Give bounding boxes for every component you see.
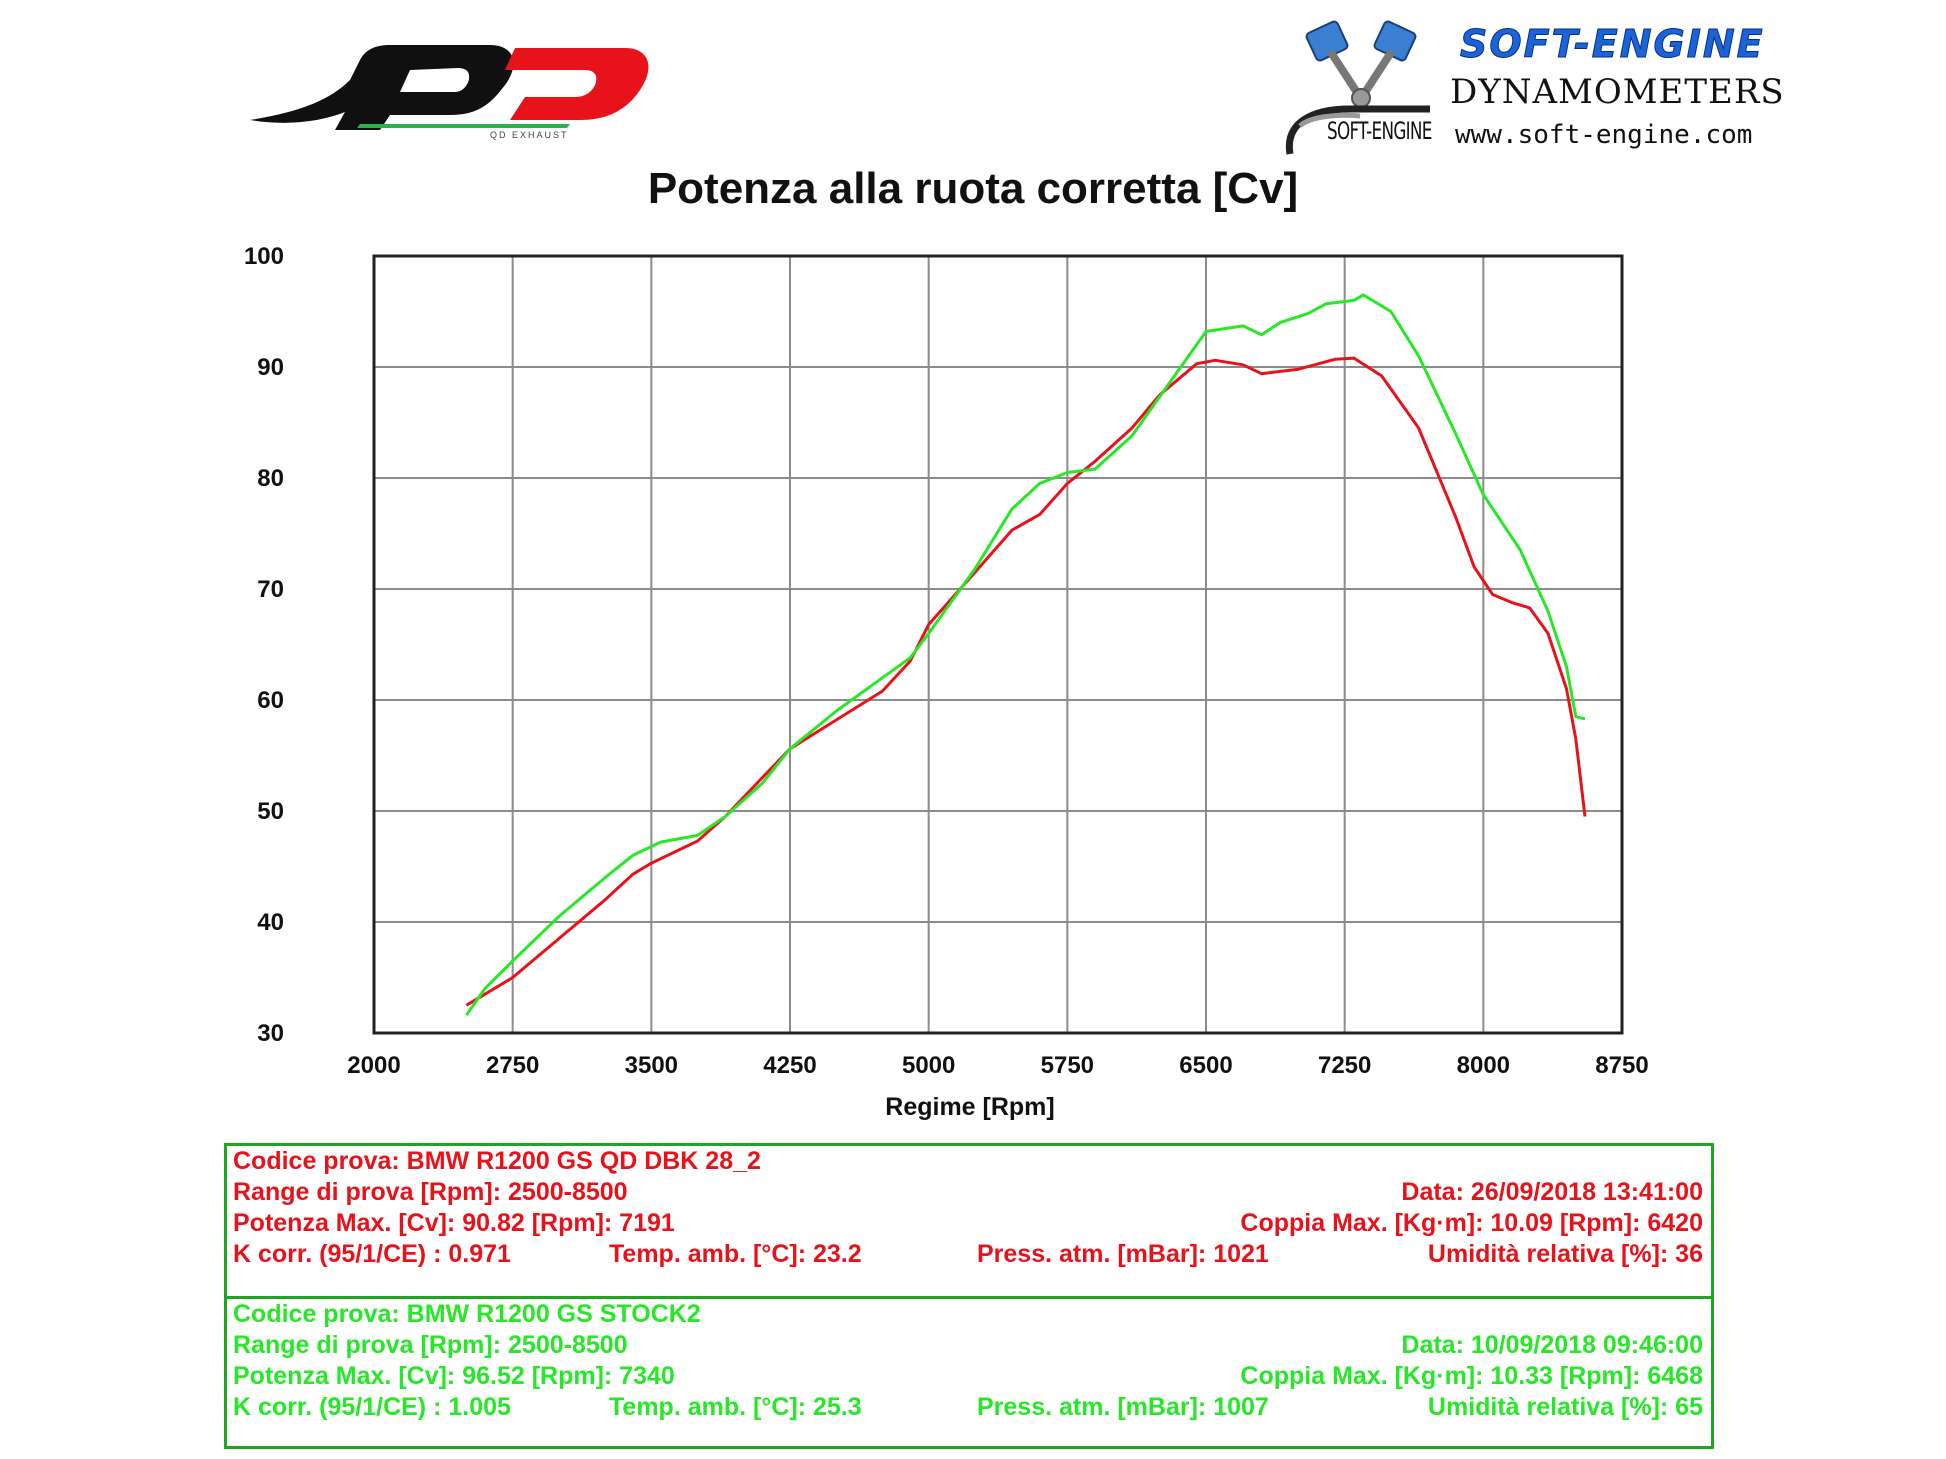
test-humidity: Umidità relativa [%]: 65 [1427,1393,1703,1421]
x-tick-label: 7250 [1318,1052,1371,1079]
y-tick-label: 60 [257,687,284,714]
x-tick-label: 2000 [347,1052,400,1079]
test-max-torque: Coppia Max. [Kg·m]: 10.09 [Rpm]: 6420 [1240,1209,1703,1237]
test-k-corr: K corr. (95/1/CE) : 0.971 [233,1240,511,1268]
test-range: Range di prova [Rpm]: 2500-8500 [233,1178,628,1206]
test-date: Data: 10/09/2018 09:46:00 [1401,1331,1703,1359]
x-tick-label: 5000 [902,1052,955,1079]
y-tick-label: 50 [257,798,284,825]
test-range: Range di prova [Rpm]: 2500-8500 [233,1331,628,1359]
chart-title: Potenza alla ruota corretta [Cv] [647,164,1299,213]
test-k-corr: K corr. (95/1/CE) : 1.005 [233,1393,511,1421]
piston-icon [1305,20,1417,108]
brand-url: www.soft-engine.com [1455,120,1753,150]
test-info-box: Codice prova: BMW R1200 GS QD DBK 28_2 R… [224,1143,1714,1449]
y-tick-label: 70 [257,576,284,603]
y-tick-label: 90 [257,354,284,381]
power-chart: 2000 2750 3500 4250 5000 5750 6500 7250 8000 8750… [244,243,1649,1121]
x-tick-label: 3500 [625,1052,678,1079]
test-temp: Temp. amb. [°C]: 23.2 [609,1240,862,1268]
y-tick-label: 100 [244,243,284,270]
chart-ticks: 2000 2750 3500 4250 5000 5750 6500 7250 8000 8750… [244,243,1649,1079]
info-divider [227,1296,1711,1299]
chart-series [465,293,1587,1017]
test-pressure: Press. atm. [mBar]: 1021 [977,1240,1269,1268]
x-tick-label: 2750 [486,1052,539,1079]
test-max-power: Potenza Max. [Cv]: 90.82 [Rpm]: 7191 [233,1209,675,1237]
x-tick-label: 5750 [1041,1052,1094,1079]
test-code: Codice prova: BMW R1200 GS QD DBK 28_2 [233,1147,761,1175]
qd-exhaust-logo: QD EXHAUST [250,45,649,140]
plot-frame [372,254,1624,1035]
test-info-green: Codice prova: BMW R1200 GS STOCK2 Range … [233,1299,1703,1423]
test-date: Data: 26/09/2018 13:41:00 [1401,1178,1703,1206]
test-pressure: Press. atm. [mBar]: 1007 [977,1393,1269,1421]
qd-logo-text: QD EXHAUST [490,130,569,140]
y-tick-label: 40 [257,909,284,936]
x-tick-label: 4250 [763,1052,816,1079]
test-humidity: Umidità relativa [%]: 36 [1427,1240,1703,1268]
series-line-1 [465,293,1586,1017]
brand-subtitle: DYNAMOMETERS [1450,72,1785,112]
x-tick-label: 8750 [1595,1052,1648,1079]
y-tick-label: 80 [257,465,284,492]
brand-small-text: SOFT-ENGINE [1327,117,1432,145]
test-max-torque: Coppia Max. [Kg·m]: 10.33 [Rpm]: 6468 [1240,1362,1703,1390]
x-tick-label: 8000 [1457,1052,1510,1079]
test-max-power: Potenza Max. [Cv]: 96.52 [Rpm]: 7340 [233,1362,675,1390]
test-temp: Temp. amb. [°C]: 25.3 [609,1393,862,1421]
x-tick-label: 6500 [1179,1052,1232,1079]
test-info-red: Codice prova: BMW R1200 GS QD DBK 28_2 R… [233,1146,1703,1270]
chart-grid [372,254,1624,1035]
series-line-0 [465,356,1587,1007]
brand-title: SOFT-ENGINE [1460,22,1765,67]
test-code: Codice prova: BMW R1200 GS STOCK2 [233,1300,701,1328]
x-axis-label: Regime [Rpm] [885,1093,1054,1121]
soft-engine-logo [1285,20,1430,155]
y-tick-label: 30 [257,1020,284,1047]
